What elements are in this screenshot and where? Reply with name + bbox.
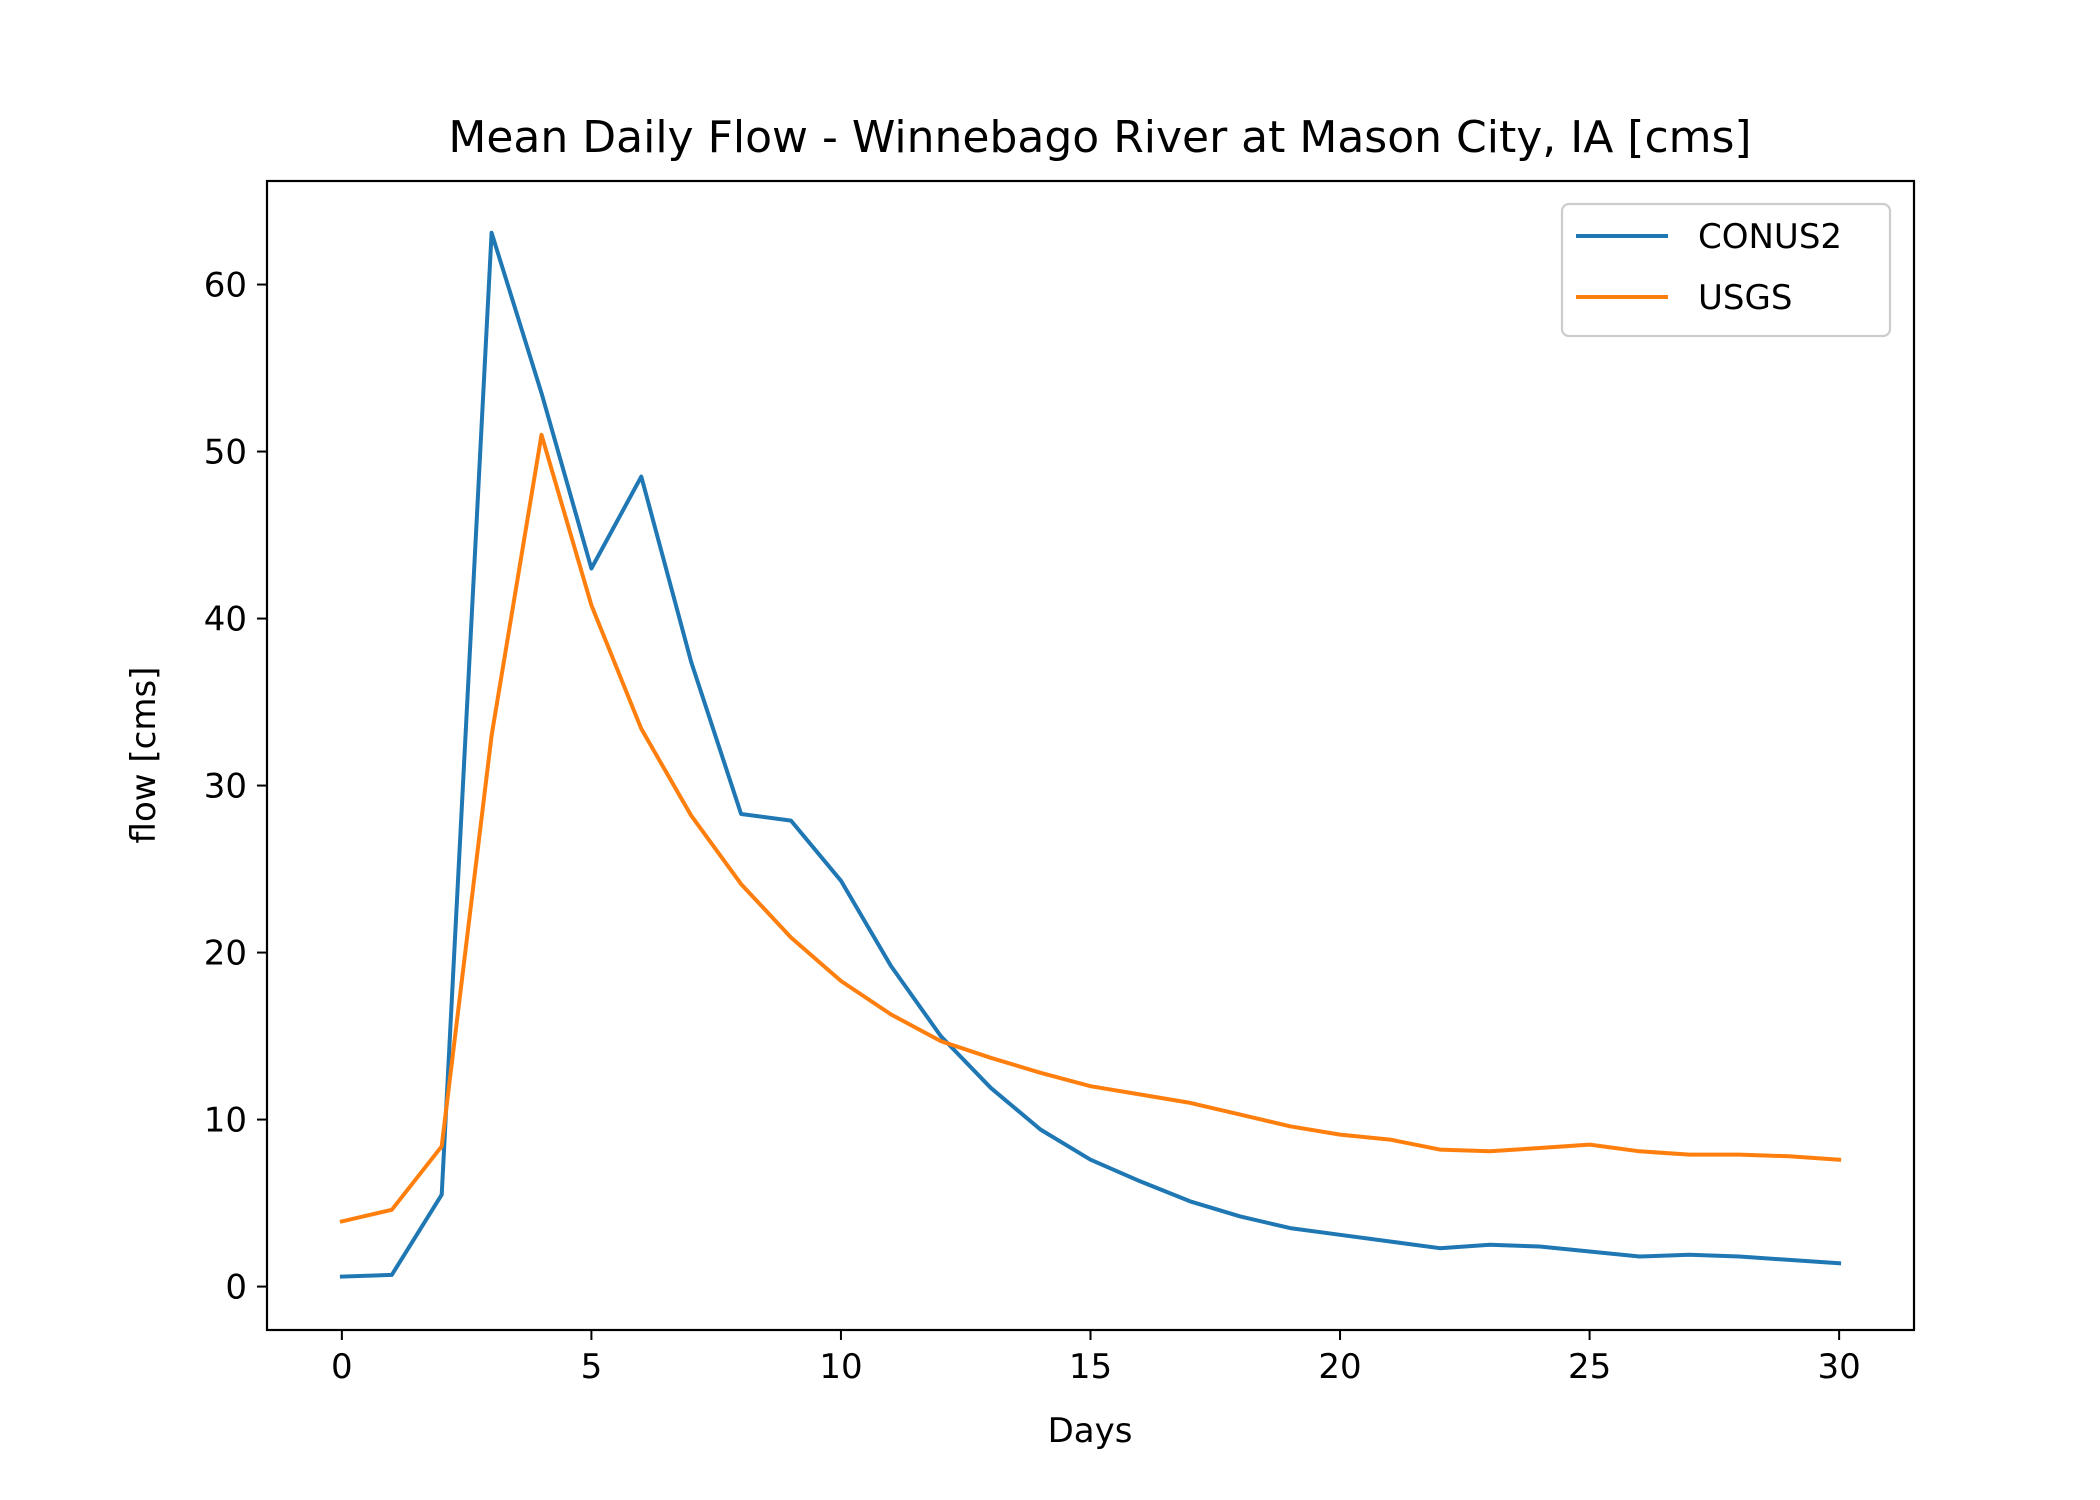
x-tick-label: 15 bbox=[1069, 1347, 1112, 1387]
legend-label-usgs: USGS bbox=[1698, 278, 1792, 318]
x-tick-label: 30 bbox=[1818, 1347, 1861, 1387]
y-tick-label: 20 bbox=[204, 934, 247, 974]
series-line-conus2 bbox=[339, 230, 1842, 1279]
x-axis: 0 5 10 15 20 25 30 bbox=[331, 1330, 1861, 1387]
series-line-usgs bbox=[339, 432, 1842, 1224]
y-tick-label: 0 bbox=[225, 1268, 247, 1308]
x-tick-label: 10 bbox=[819, 1347, 862, 1387]
y-axis: 0 10 20 30 40 50 60 bbox=[204, 266, 267, 1308]
legend-label-conus2: CONUS2 bbox=[1698, 217, 1842, 257]
series-layer bbox=[339, 230, 1842, 1279]
y-tick-label: 60 bbox=[204, 266, 247, 306]
chart-title: Mean Daily Flow - Winnebago River at Mas… bbox=[448, 112, 1751, 163]
x-tick-label: 25 bbox=[1568, 1347, 1611, 1387]
y-axis-label: flow [cms] bbox=[124, 667, 164, 844]
x-axis-label: Days bbox=[1048, 1411, 1133, 1451]
y-tick-label: 50 bbox=[204, 433, 247, 473]
x-tick-label: 0 bbox=[331, 1347, 353, 1387]
y-tick-label: 30 bbox=[204, 767, 247, 807]
x-tick-label: 5 bbox=[581, 1347, 603, 1387]
y-tick-label: 40 bbox=[204, 600, 247, 640]
y-tick-label: 10 bbox=[204, 1101, 247, 1141]
x-tick-label: 20 bbox=[1318, 1347, 1361, 1387]
legend: CONUS2 USGS bbox=[1560, 202, 1892, 338]
